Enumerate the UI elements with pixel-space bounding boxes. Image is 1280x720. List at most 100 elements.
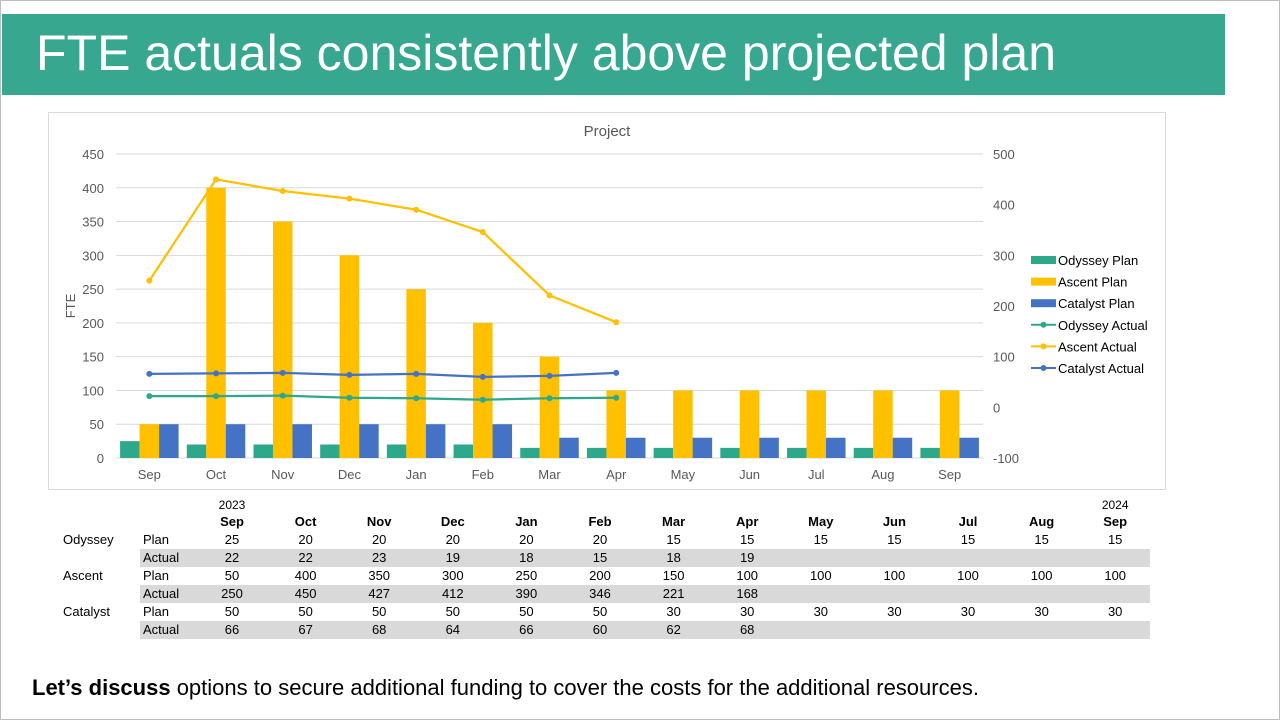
table-cell: 50 — [298, 604, 313, 619]
data-point — [613, 369, 620, 376]
bar — [759, 437, 779, 458]
table-month-header: Sep — [1103, 514, 1128, 529]
table-cell: 250 — [221, 586, 243, 601]
bar — [720, 447, 740, 458]
table-cell: 150 — [662, 568, 685, 583]
bar — [939, 390, 960, 458]
bar — [787, 447, 807, 458]
bar — [120, 441, 140, 458]
table-project-label: Ascent — [63, 568, 103, 583]
bar — [653, 447, 674, 458]
table-cell: 20 — [519, 532, 534, 547]
legend-marker — [1040, 343, 1047, 350]
bar — [453, 444, 474, 458]
table-cell: 30 — [1107, 604, 1123, 619]
table-row-band — [140, 549, 1150, 567]
chart-title: Project — [584, 123, 632, 140]
table-cell: 100 — [736, 568, 759, 583]
y2-tick-label: 0 — [993, 400, 1000, 415]
y-tick-label: 50 — [90, 417, 104, 432]
y2-tick-label: -100 — [993, 451, 1019, 466]
table-cell: 66 — [224, 622, 240, 637]
table-cell: 50 — [592, 604, 608, 619]
table-cell: 30 — [666, 604, 681, 619]
table-cell: 20 — [298, 532, 313, 547]
title-bar — [2, 14, 1225, 95]
x-tick-label: Sep — [138, 467, 161, 482]
table-cell: 100 — [1030, 568, 1053, 583]
table-cell: 50 — [224, 604, 240, 619]
table-cell: 200 — [589, 568, 611, 583]
bar — [139, 424, 160, 458]
data-point — [279, 187, 286, 194]
bar — [853, 447, 874, 458]
bar — [253, 444, 273, 458]
bar — [186, 444, 207, 458]
data-point — [279, 392, 286, 399]
table-row-type: Actual — [143, 622, 180, 637]
table-cell: 100 — [1104, 568, 1127, 583]
table-project-label: Catalyst — [63, 604, 110, 619]
x-tick-label: Aug — [871, 467, 894, 482]
table-cell: 68 — [739, 622, 755, 637]
bar — [473, 322, 493, 458]
table-cell: 390 — [515, 586, 538, 601]
bar — [539, 356, 560, 458]
legend-label: Ascent Plan — [1058, 275, 1127, 290]
y2-tick-label: 300 — [993, 248, 1015, 263]
legend-label: Catalyst Plan — [1058, 296, 1135, 311]
table-cell: 20 — [592, 532, 608, 547]
chart-svg: Project 0 50 100 150 200 250 300 350 400 450 -100 0 1… — [63, 123, 1148, 482]
x-tick-label: Jun — [739, 467, 760, 482]
table-cell: 50 — [371, 604, 387, 619]
table-cell: 22 — [224, 550, 240, 565]
data-point — [413, 370, 420, 377]
bar — [873, 390, 893, 458]
data-point — [213, 393, 220, 400]
y-tick-label: 200 — [82, 316, 104, 331]
table-month-header: Sep — [220, 514, 244, 529]
x-tick-label: Sep — [938, 467, 961, 482]
table-project-label: Odyssey — [63, 532, 114, 547]
table-cell: 67 — [298, 622, 313, 637]
y-tick-label: 150 — [82, 350, 104, 365]
table-cell: 168 — [736, 586, 759, 601]
bar — [586, 447, 607, 458]
table-row-type: Plan — [143, 604, 170, 619]
bar — [892, 437, 913, 458]
legend-swatch — [1031, 299, 1056, 308]
y-tick-label: 400 — [82, 181, 104, 196]
table-cell: 30 — [887, 604, 902, 619]
table-row-type: Plan — [143, 568, 170, 583]
bar — [272, 221, 293, 458]
legend-swatch — [1031, 277, 1056, 286]
series-line — [149, 371, 617, 379]
y2-tick-label: 100 — [993, 350, 1015, 365]
x-tick-label: Dec — [338, 467, 362, 482]
table-cell: 346 — [589, 586, 611, 601]
table-cell: 15 — [739, 532, 755, 547]
table-cell: 19 — [739, 550, 755, 565]
table-month-header: Nov — [366, 514, 392, 529]
x-tick-label: Feb — [472, 467, 494, 482]
table-month-header: May — [808, 514, 834, 529]
bar — [959, 437, 979, 458]
x-tick-label: May — [671, 467, 696, 482]
y2-tick-label: 500 — [993, 147, 1015, 162]
chart-area[interactable]: Project 0 50 100 150 200 250 300 350 400 450 -100 0 1… — [48, 112, 1166, 490]
bar — [386, 444, 407, 458]
data-point — [546, 292, 553, 299]
table-cell: 66 — [519, 622, 534, 637]
data-point — [613, 319, 620, 326]
bar — [359, 424, 379, 458]
data-point — [146, 370, 153, 377]
table-month-header: Mar — [662, 514, 686, 529]
table-cell: 50 — [224, 568, 240, 583]
table-cell: 400 — [294, 568, 317, 583]
table-month-header: Aug — [1028, 514, 1055, 529]
table-cell: 350 — [368, 568, 391, 583]
table-cell: 15 — [1107, 532, 1123, 547]
legend-marker — [1040, 321, 1047, 328]
table-cell: 20 — [445, 532, 461, 547]
table-month-header: Dec — [440, 514, 465, 529]
